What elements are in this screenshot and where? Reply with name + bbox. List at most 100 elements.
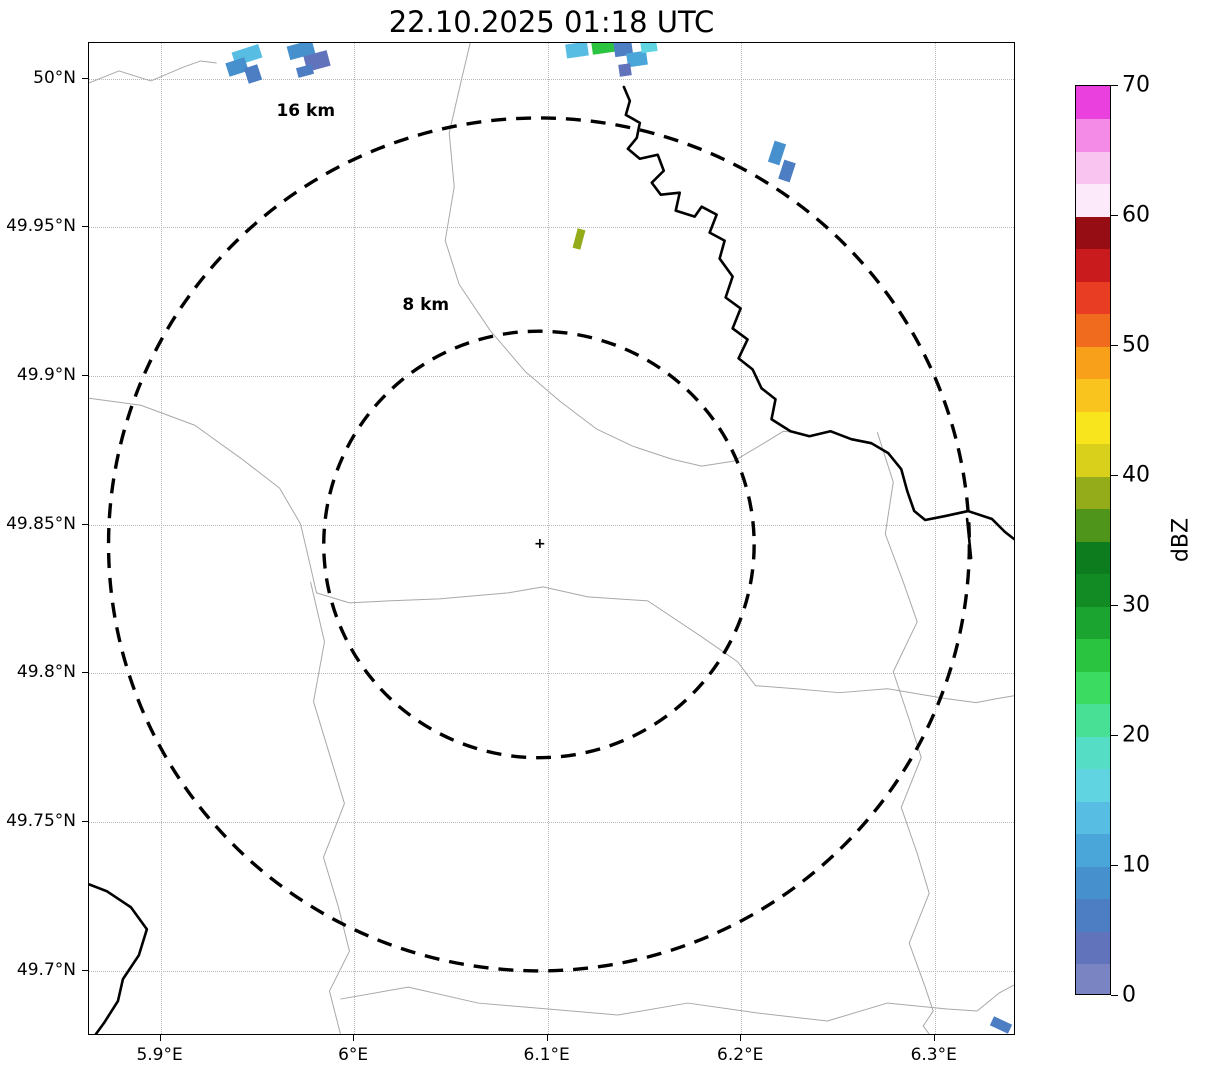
x-tick-label: 6.2°E — [717, 1045, 764, 1065]
colorbar-tick-label: 60 — [1122, 202, 1150, 228]
x-tickmark — [933, 1035, 935, 1041]
colorbar-tickmark — [1111, 215, 1118, 216]
colorbar-band — [1076, 898, 1110, 932]
x-tick-label: 6.1°E — [523, 1045, 570, 1065]
map-borders-layer — [89, 43, 1014, 1034]
admin-border-path — [444, 43, 802, 467]
y-tickmark — [82, 226, 88, 228]
river-path — [622, 85, 1014, 541]
x-gridline — [741, 43, 743, 1034]
colorbar-band — [1076, 476, 1110, 510]
x-tickmark — [159, 1035, 161, 1041]
colorbar-band — [1076, 573, 1110, 607]
colorbar-band — [1076, 378, 1110, 412]
admin-border-path — [340, 984, 1014, 1022]
y-tickmark — [82, 672, 88, 674]
range-ring-label: 8 km — [402, 294, 450, 315]
colorbar-tickmark — [1111, 605, 1118, 606]
colorbar-tick-label: 30 — [1122, 592, 1150, 618]
colorbar-band — [1076, 866, 1110, 900]
river-path — [89, 883, 149, 1034]
colorbar — [1075, 85, 1111, 995]
range-ring-16km — [106, 116, 972, 973]
colorbar-band — [1076, 443, 1110, 477]
y-tick-label: 49.8°N — [16, 662, 76, 683]
x-tickmark — [546, 1035, 548, 1041]
range-ring-8km — [322, 329, 756, 760]
y-tick-label: 49.95°N — [6, 216, 76, 237]
x-gridline — [160, 43, 162, 1034]
colorbar-tick-label: 50 — [1122, 332, 1150, 358]
colorbar-tick-label: 0 — [1122, 982, 1136, 1008]
y-gridline — [89, 227, 1014, 229]
colorbar-tick-label: 40 — [1122, 462, 1150, 488]
y-tick-label: 49.9°N — [16, 364, 76, 385]
colorbar-band — [1076, 703, 1110, 737]
x-tickmark — [740, 1035, 742, 1041]
colorbar-band — [1076, 86, 1110, 120]
colorbar-band — [1076, 151, 1110, 185]
map-plot: 8 km 16 km + — [88, 42, 1015, 1035]
y-gridline — [89, 673, 1014, 675]
figure-title: 22.10.2025 01:18 UTC — [388, 5, 715, 39]
x-tick-label: 6°E — [338, 1045, 369, 1065]
y-gridline — [89, 375, 1014, 377]
colorbar-band — [1076, 606, 1110, 640]
colorbar-band — [1076, 508, 1110, 542]
colorbar-band — [1076, 313, 1110, 347]
y-tick-label: 49.75°N — [6, 810, 76, 831]
colorbar-tickmark — [1111, 735, 1118, 736]
colorbar-tickmark — [1111, 865, 1118, 866]
colorbar-band — [1076, 118, 1110, 152]
colorbar-band — [1076, 931, 1110, 965]
colorbar-band — [1076, 281, 1110, 315]
admin-border-path — [89, 60, 217, 84]
x-tickmark — [353, 1035, 355, 1041]
colorbar-band — [1076, 638, 1110, 672]
colorbar-tick-label: 10 — [1122, 852, 1150, 878]
colorbar-band — [1076, 183, 1110, 217]
y-tick-label: 49.85°N — [6, 513, 76, 534]
colorbar-tickmark — [1111, 475, 1118, 476]
admin-border-path — [310, 581, 350, 1034]
range-ring-label: 16 km — [276, 101, 336, 122]
colorbar-tick-label: 20 — [1122, 722, 1150, 748]
colorbar-band — [1076, 216, 1110, 250]
x-gridline — [354, 43, 356, 1034]
y-tickmark — [82, 523, 88, 525]
colorbar-band — [1076, 346, 1110, 380]
colorbar-band — [1076, 801, 1110, 835]
y-tick-label: 50°N — [33, 67, 76, 88]
colorbar-band — [1076, 671, 1110, 705]
x-gridline — [934, 43, 936, 1034]
colorbar-tickmark — [1111, 85, 1118, 86]
colorbar-band — [1076, 963, 1110, 994]
colorbar-tickmark — [1111, 345, 1118, 346]
admin-border-path — [89, 397, 544, 604]
colorbar-band — [1076, 541, 1110, 575]
x-tick-label: 6.3°E — [910, 1045, 957, 1065]
x-tick-label: 5.9°E — [136, 1045, 183, 1065]
y-tickmark — [82, 77, 88, 79]
y-tickmark — [82, 820, 88, 822]
colorbar-band — [1076, 768, 1110, 802]
range-rings-layer — [106, 116, 972, 973]
colorbar-band — [1076, 411, 1110, 445]
y-tickmark — [82, 374, 88, 376]
colorbar-tickmark — [1111, 995, 1118, 996]
y-tickmark — [82, 969, 88, 971]
y-gridline — [89, 524, 1014, 526]
colorbar-band — [1076, 248, 1110, 282]
colorbar-tick-label: 70 — [1122, 72, 1150, 98]
y-gridline — [89, 78, 1014, 80]
colorbar-band — [1076, 833, 1110, 867]
admin-border-path — [542, 586, 1014, 704]
colorbar-axis-label: dBZ — [1168, 517, 1194, 563]
colorbar-band — [1076, 736, 1110, 770]
admin-border-path — [876, 432, 934, 1034]
x-gridline — [547, 43, 549, 1034]
y-tick-label: 49.7°N — [16, 959, 76, 980]
radar-site-marker: + — [534, 536, 546, 553]
y-gridline — [89, 821, 1014, 823]
